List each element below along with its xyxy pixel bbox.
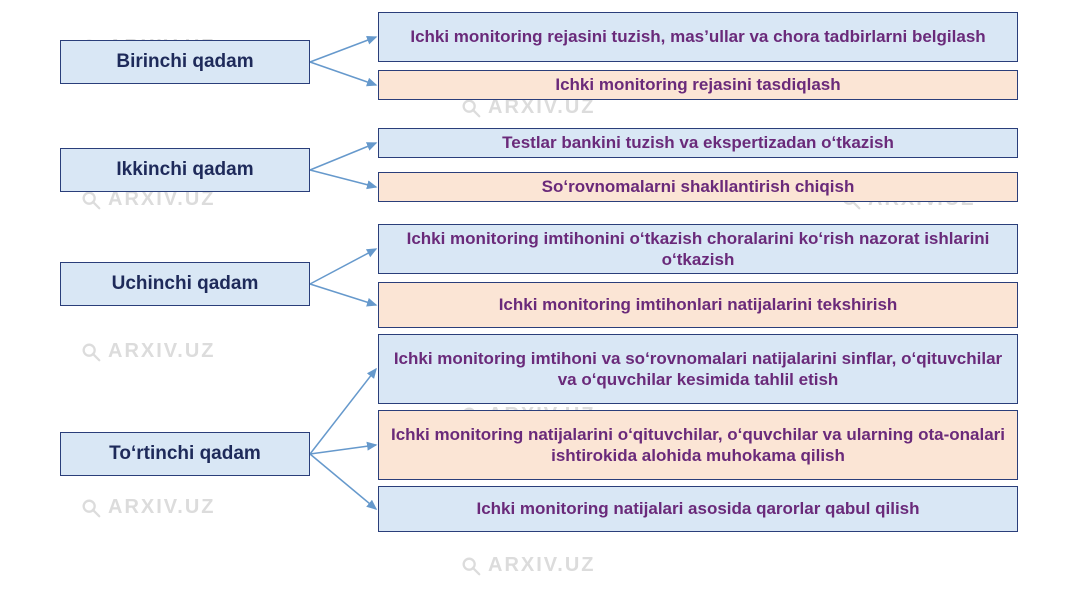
detail-text: Ichki monitoring imtihoni va soʻrovnomal… (387, 348, 1009, 391)
arrow-line (310, 249, 376, 284)
detail-box: Ichki monitoring rejasini tasdiqlash (378, 70, 1018, 100)
detail-text: Ichki monitoring imtihonini oʻtkazish ch… (387, 228, 1009, 271)
step-box: Ikkinchi qadam (60, 148, 310, 192)
arrow-line (310, 37, 376, 62)
step-label: Birinchi qadam (116, 51, 253, 73)
watermark: ARXIV.UZ (80, 340, 216, 363)
detail-text: Testlar bankini tuzish va ekspertizadan … (502, 132, 894, 153)
arrow-line (310, 284, 376, 305)
step-box: Toʻrtinchi qadam (60, 432, 310, 476)
arrow-line (310, 170, 376, 187)
detail-box: Ichki monitoring imtihonlari natijalarin… (378, 282, 1018, 328)
step-label: Uchinchi qadam (112, 273, 259, 295)
arrow-line (310, 62, 376, 85)
detail-box: Ichki monitoring imtihonini oʻtkazish ch… (378, 224, 1018, 274)
step-box: Uchinchi qadam (60, 262, 310, 306)
detail-box: Ichki monitoring natijalari asosida qaro… (378, 486, 1018, 532)
step-box: Birinchi qadam (60, 40, 310, 84)
detail-box: Ichki monitoring rejasini tuzish, masʼul… (378, 12, 1018, 62)
detail-box: Soʻrovnomalarni shakllantirish chiqish (378, 172, 1018, 202)
diagram-container: ARXIV.UZARXIV.UZARXIV.UZARXIV.UZARXIV.UZ… (0, 0, 1067, 600)
detail-box: Ichki monitoring imtihoni va soʻrovnomal… (378, 334, 1018, 404)
arrow-line (310, 143, 376, 170)
detail-text: Ichki monitoring imtihonlari natijalarin… (499, 294, 898, 315)
detail-box: Ichki monitoring natijalarini oʻqituvchi… (378, 410, 1018, 480)
step-label: Ikkinchi qadam (116, 159, 253, 181)
detail-text: Soʻrovnomalarni shakllantirish chiqish (542, 176, 855, 197)
watermark: ARXIV.UZ (80, 496, 216, 519)
arrow-line (310, 445, 376, 454)
detail-text: Ichki monitoring rejasini tuzish, masʼul… (410, 26, 985, 47)
arrow-line (310, 369, 376, 454)
watermark: ARXIV.UZ (460, 554, 596, 577)
detail-box: Testlar bankini tuzish va ekspertizadan … (378, 128, 1018, 158)
detail-text: Ichki monitoring natijalari asosida qaro… (476, 498, 919, 519)
detail-text: Ichki monitoring natijalarini oʻqituvchi… (387, 424, 1009, 467)
step-label: Toʻrtinchi qadam (109, 443, 261, 465)
arrow-line (310, 454, 376, 509)
detail-text: Ichki monitoring rejasini tasdiqlash (555, 74, 840, 95)
